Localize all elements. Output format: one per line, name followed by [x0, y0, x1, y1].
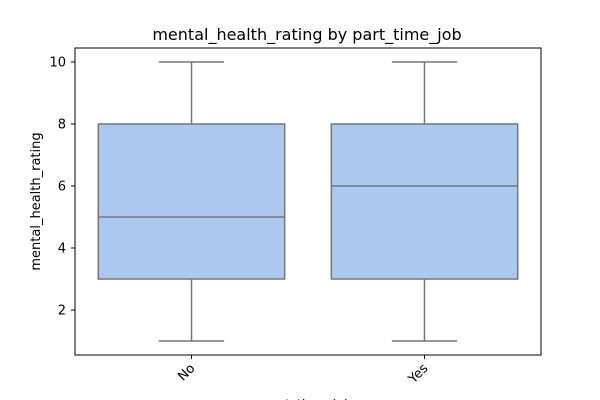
y-tick-label: 10 [49, 55, 66, 70]
box-group-no [97, 61, 286, 342]
x-axis-label: part_time_job [264, 398, 353, 400]
plot-frame [74, 47, 542, 356]
chart-title: mental_health_rating by part_time_job [152, 25, 461, 45]
plot-area [97, 61, 519, 342]
y-tick-label: 2 [58, 304, 66, 319]
y-tick-label: 4 [58, 242, 66, 257]
x-tick-label: No [175, 361, 198, 384]
y-axis-ticks: 2 4 6 8 10 [49, 55, 75, 319]
x-axis-ticks: No Yes [175, 355, 431, 387]
y-axis-label: mental_health_rating [29, 132, 44, 270]
y-tick-label: 6 [58, 179, 66, 194]
y-tick-label: 8 [58, 117, 66, 132]
iqr-box [330, 123, 519, 280]
iqr-box [97, 123, 286, 280]
x-tick-label: Yes [405, 361, 431, 387]
box-group-yes [330, 61, 519, 342]
